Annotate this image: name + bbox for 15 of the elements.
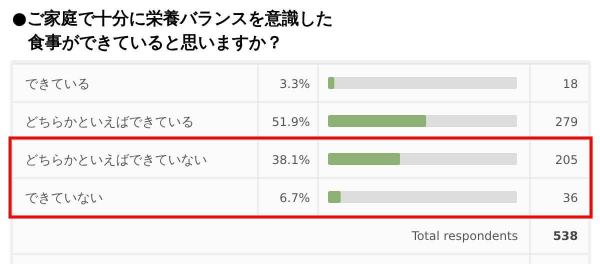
data-label: 51.9% [272, 115, 310, 129]
text: Total respondents [410, 229, 518, 243]
y-tick-label: できている [25, 77, 90, 92]
title: ●ご家庭で十分に栄養バランスを意識した食事ができていると思いますか？ [12, 9, 333, 53]
text: 18 [562, 77, 578, 91]
text: 538 [552, 229, 578, 243]
text: 205 [555, 153, 578, 167]
data-label: 38.1% [272, 153, 310, 167]
data-label: 6.7% [280, 191, 310, 205]
y-tick-label: どちらかといえばできていない [25, 153, 207, 168]
text: 36 [562, 191, 578, 205]
y-tick-label: できていない [25, 191, 103, 206]
y-tick-label: どちらかといえばできている [25, 115, 194, 130]
data-label: 3.3% [280, 77, 310, 91]
text: 279 [555, 115, 578, 129]
